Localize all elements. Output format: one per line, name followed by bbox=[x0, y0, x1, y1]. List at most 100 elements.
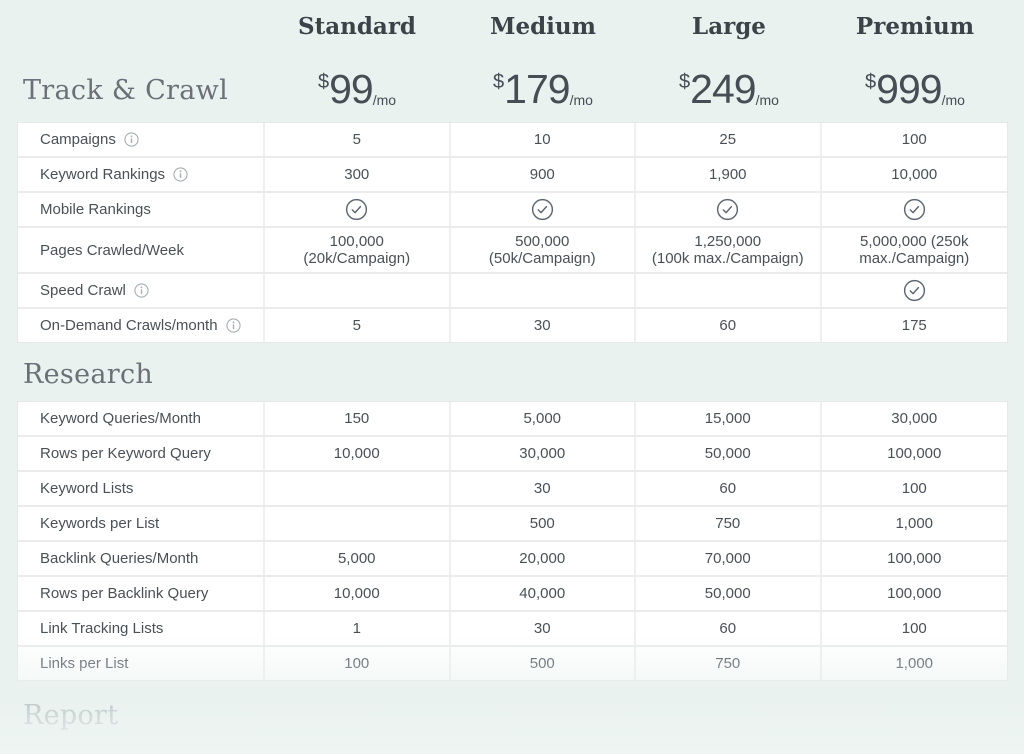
info-icon[interactable] bbox=[225, 318, 241, 333]
cell-value: 5,000 bbox=[265, 542, 451, 575]
cell-value: 1,000 bbox=[895, 655, 934, 672]
row-label: Keyword Lists bbox=[40, 480, 134, 497]
cell-value: 30,000 bbox=[451, 437, 636, 470]
cell-value: 750 bbox=[636, 507, 822, 540]
check-circle-icon bbox=[903, 198, 925, 221]
cell-value: 50,000 bbox=[636, 437, 822, 470]
cell-value: 1,000 bbox=[895, 515, 934, 532]
row-label: Keyword Rankings bbox=[40, 166, 166, 183]
cell-value: 900 bbox=[451, 158, 636, 191]
plan-price: $249/mo bbox=[679, 69, 779, 110]
table-row: Speed Crawl bbox=[18, 274, 1007, 309]
cell-value: 5 bbox=[265, 309, 451, 342]
cell-value bbox=[265, 274, 451, 307]
cell-value: 20,000 bbox=[451, 542, 636, 575]
cell-value: 500 bbox=[451, 507, 636, 540]
cell-value: 10,000 bbox=[265, 577, 451, 610]
cell-value: 30 bbox=[451, 472, 636, 505]
check-circle-icon bbox=[531, 198, 553, 221]
cell-value: 40,000 bbox=[451, 577, 636, 610]
cell-value: 100 bbox=[265, 647, 451, 680]
table-row: Campaigns 5 10 25 100 bbox=[18, 123, 1007, 158]
price-amount: 249 bbox=[690, 66, 756, 112]
plan-name: Medium bbox=[490, 13, 596, 40]
cell-value: 30 bbox=[451, 612, 636, 645]
cell-value: 100,000 bbox=[887, 550, 942, 567]
row-label: Link Tracking Lists bbox=[40, 620, 164, 637]
price-amount: 99 bbox=[329, 66, 374, 112]
cell-value: 10,000 bbox=[265, 437, 451, 470]
cell-value bbox=[451, 193, 636, 226]
info-icon[interactable] bbox=[124, 132, 139, 147]
cell-value: 5,000 bbox=[451, 402, 636, 435]
cell-value: 100,000 bbox=[887, 585, 942, 602]
cell-value: 30 bbox=[451, 309, 636, 342]
info-icon[interactable] bbox=[173, 167, 188, 182]
cell-value: 60 bbox=[636, 612, 822, 645]
check-circle-icon bbox=[346, 198, 368, 221]
cell-value: 100 bbox=[901, 131, 927, 148]
row-label: Mobile Rankings bbox=[40, 201, 151, 218]
currency-symbol: $ bbox=[679, 71, 691, 93]
cell-value: 1,900 bbox=[636, 158, 822, 191]
price-period: /mo bbox=[372, 92, 397, 108]
table-row: Rows per Backlink Query 10,000 40,000 50… bbox=[18, 577, 1007, 612]
cell-value bbox=[822, 193, 1008, 226]
plan-column-premium: Premium $999/mo bbox=[822, 0, 1008, 122]
row-label: Speed Crawl bbox=[40, 282, 126, 299]
currency-symbol: $ bbox=[865, 71, 877, 93]
table-row: Keywords per List 500 750 1,000 bbox=[18, 507, 1007, 542]
cell-value: 500 bbox=[451, 647, 636, 680]
price-period: /mo bbox=[569, 92, 593, 108]
table-row: Mobile Rankings bbox=[18, 193, 1007, 228]
table-row: Links per List 100 500 750 1,000 bbox=[18, 647, 1007, 680]
row-label: Pages Crawled/Week bbox=[40, 241, 184, 259]
plan-price: $99/mo bbox=[318, 69, 396, 110]
row-label: Backlink Queries/Month bbox=[40, 550, 199, 567]
cell-value: 150 bbox=[265, 402, 451, 435]
cell-value: 175 bbox=[901, 317, 927, 334]
table-row: Rows per Keyword Query 10,000 30,000 50,… bbox=[18, 437, 1007, 472]
plan-price: $999/mo bbox=[865, 69, 965, 110]
cell-value: 5 bbox=[265, 123, 451, 156]
cell-value: 300 bbox=[265, 158, 451, 191]
track-crawl-table: Campaigns 5 10 25 100 Keyword Rankings 3… bbox=[17, 122, 1008, 343]
row-label: Campaigns bbox=[40, 131, 116, 148]
cell-value bbox=[636, 274, 822, 307]
cell-value: 100,000 (20k/Campaign) bbox=[265, 228, 451, 272]
row-label: Rows per Keyword Query bbox=[40, 445, 211, 462]
cell-value: 100,000 bbox=[887, 445, 942, 462]
pricing-page: Track & Crawl Standard $99/mo Medium $17… bbox=[17, 0, 1008, 731]
cell-value bbox=[265, 507, 451, 540]
currency-symbol: $ bbox=[317, 71, 330, 93]
check-circle-icon bbox=[717, 198, 739, 221]
row-label: Links per List bbox=[40, 655, 129, 672]
cell-value: 5,000,000 (250k max./Campaign) bbox=[859, 233, 970, 267]
cell-value: 60 bbox=[636, 472, 822, 505]
table-row: Keyword Rankings 300 900 1,900 10,000 bbox=[18, 158, 1007, 193]
check-circle-icon bbox=[903, 279, 925, 302]
section-title-report: Report bbox=[23, 700, 119, 731]
currency-symbol: $ bbox=[493, 71, 505, 93]
plan-name: Standard bbox=[297, 13, 417, 40]
cell-value: 15,000 bbox=[636, 402, 822, 435]
table-row: Keyword Queries/Month 150 5,000 15,000 3… bbox=[18, 402, 1007, 437]
row-label: On-Demand Crawls/month bbox=[40, 317, 218, 334]
cell-value: 100 bbox=[901, 480, 927, 497]
cell-value: 30,000 bbox=[891, 410, 938, 427]
cell-value: 10,000 bbox=[891, 166, 938, 183]
cell-value bbox=[451, 274, 636, 307]
table-row: Link Tracking Lists 1 30 60 100 bbox=[18, 612, 1007, 647]
row-label: Keywords per List bbox=[40, 515, 160, 532]
price-period: /mo bbox=[941, 92, 965, 108]
table-row: Keyword Lists 30 60 100 bbox=[18, 472, 1007, 507]
cell-value: 60 bbox=[636, 309, 822, 342]
cell-value: 50,000 bbox=[636, 577, 822, 610]
plan-price: $179/mo bbox=[493, 69, 593, 110]
info-icon[interactable] bbox=[134, 283, 149, 298]
cell-value bbox=[822, 274, 1008, 307]
section-title-research: Research bbox=[23, 359, 154, 390]
cell-value bbox=[265, 193, 451, 226]
price-amount: 999 bbox=[876, 66, 942, 112]
plan-column-large: Large $249/mo bbox=[636, 0, 822, 122]
